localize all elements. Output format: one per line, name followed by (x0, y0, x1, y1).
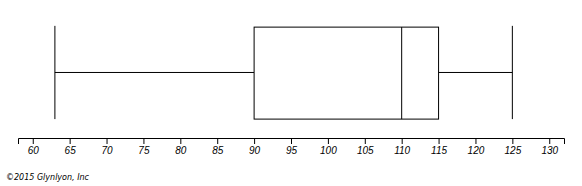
x-tick-label: 110 (394, 145, 410, 156)
x-tick-label: 70 (101, 145, 113, 156)
right-whisker (439, 72, 513, 73)
x-tick-mark (33, 138, 34, 144)
x-tick-mark (107, 138, 108, 144)
min-cap (54, 26, 55, 119)
x-tick-mark (512, 138, 513, 144)
x-tick-label: 100 (320, 145, 337, 156)
x-tick-mark (254, 138, 255, 144)
x-tick-label: 90 (249, 145, 261, 156)
x-tick-label: 80 (175, 145, 187, 156)
x-tick-label: 95 (286, 145, 298, 156)
x-tick: 80 (175, 138, 187, 156)
x-tick: 75 (138, 138, 150, 156)
x-tick: 125 (505, 138, 522, 156)
x-tick-mark (402, 138, 403, 144)
x-tick-label: 75 (138, 145, 150, 156)
footnote: ©2015 Glynlyon, Inc (6, 173, 90, 182)
x-tick-label: 130 (541, 145, 558, 156)
x-tick: 110 (394, 138, 410, 156)
x-tick: 100 (320, 138, 337, 156)
x-tick-mark (143, 138, 144, 144)
x-tick: 65 (65, 138, 77, 156)
x-tick-mark (217, 138, 218, 144)
x-tick: 70 (101, 138, 113, 156)
x-tick-mark (291, 138, 292, 144)
x-tick-label: 125 (505, 145, 522, 156)
x-tick: 95 (286, 138, 298, 156)
x-axis: 60 65 70 75 80 85 90 95 100 105 110 115 120 125 130 (19, 138, 565, 156)
x-tick: 105 (357, 138, 374, 156)
x-tick-label: 115 (431, 145, 447, 156)
x-tick-mark (180, 138, 181, 144)
median-line (401, 27, 402, 119)
x-tick-label: 85 (212, 145, 224, 156)
x-tick-mark (549, 138, 550, 144)
x-tick-mark (328, 138, 329, 144)
x-tick: 60 (28, 138, 40, 156)
box-plot (55, 26, 512, 119)
plot-area: 60 65 70 75 80 85 90 95 100 105 110 115 120 125 130 (19, 26, 565, 156)
x-tick: 120 (468, 138, 485, 156)
x-tick-label: 65 (65, 145, 77, 156)
x-tick-label: 60 (28, 145, 40, 156)
x-tick: 115 (431, 138, 447, 156)
x-axis-line (19, 139, 565, 145)
box (254, 27, 438, 119)
x-tick-mark (70, 138, 71, 144)
x-tick: 90 (249, 138, 261, 156)
x-tick-mark (365, 138, 366, 144)
x-tick: 130 (541, 138, 558, 156)
x-tick-label: 105 (357, 145, 374, 156)
x-tick-label: 120 (468, 145, 485, 156)
x-tick: 85 (212, 138, 224, 156)
max-cap (512, 26, 513, 119)
left-whisker (55, 72, 254, 73)
x-tick-mark (439, 138, 440, 144)
x-tick-mark (475, 138, 476, 144)
chart: 60 65 70 75 80 85 90 95 100 105 110 115 120 125 130 ©20… (0, 0, 582, 186)
